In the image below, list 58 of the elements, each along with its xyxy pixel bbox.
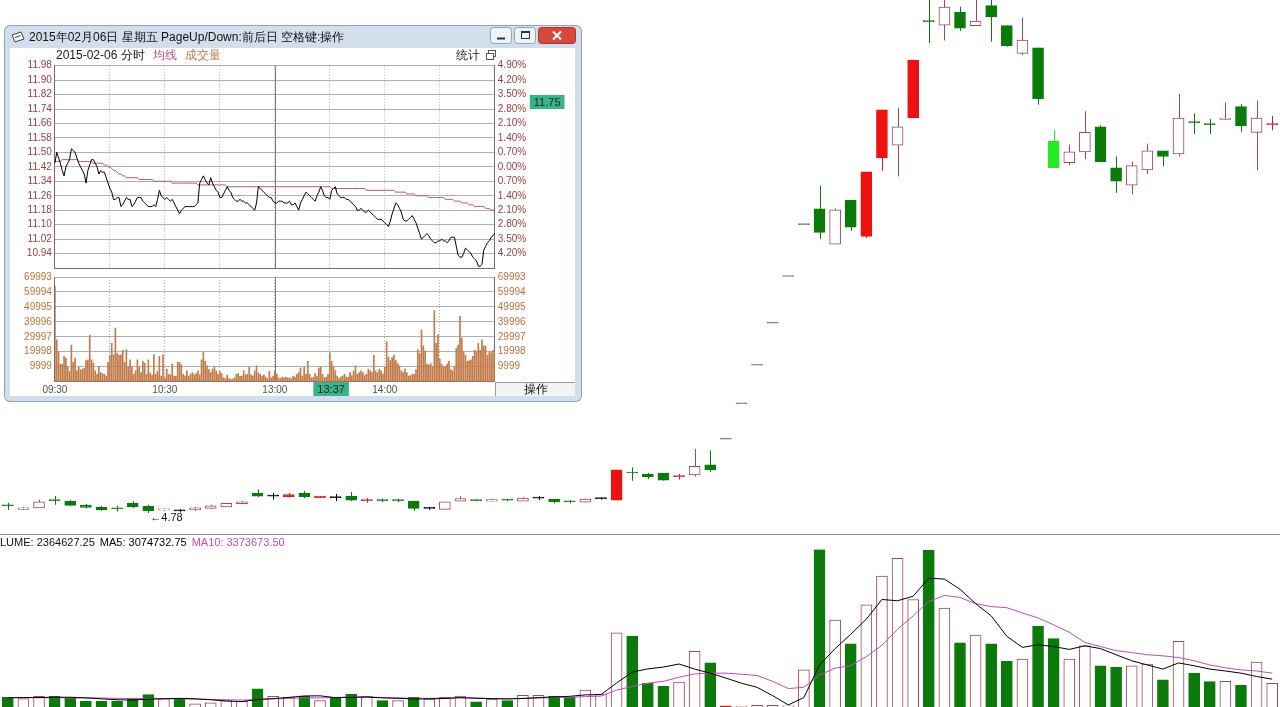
y2-tick-label: 1.40% xyxy=(497,131,527,143)
x-tick-label: 10:30 xyxy=(152,384,178,396)
y2-tick-label: 0.70% xyxy=(497,175,527,187)
y-tick-label: 11.34 xyxy=(27,175,53,187)
y-tick-label: 11.02 xyxy=(27,232,53,244)
y2-tick-label: 0.70% xyxy=(497,146,527,158)
text: MA10: 3373673.50 xyxy=(191,536,285,548)
y2-tick-label: 2.80% xyxy=(497,102,527,114)
text: MA5: 3074732.75 xyxy=(99,536,187,548)
y2-tick-label: 59994 xyxy=(497,285,527,297)
y2-tick-label: 1.40% xyxy=(497,189,527,201)
y2-tick-label: 3.50% xyxy=(497,232,527,244)
y-tick-label: 11.90 xyxy=(27,73,53,85)
y-tick-label: 11.74 xyxy=(27,102,53,114)
text: 均线 xyxy=(152,48,177,62)
y-tick-label: 59994 xyxy=(24,285,53,297)
y-tick-label: 29997 xyxy=(24,330,53,342)
y2-tick-label: 29997 xyxy=(497,330,527,342)
y2-tick-label: 2.80% xyxy=(497,218,527,230)
y2-tick-label: 39996 xyxy=(497,315,527,327)
y2-tick-label: 3.50% xyxy=(497,88,527,100)
y2-tick-label: 0.00% xyxy=(497,160,527,172)
y-tick-label: 49995 xyxy=(24,300,53,312)
y-tick-label: 69993 xyxy=(24,270,53,282)
annotation: 统计 xyxy=(456,48,480,62)
y2-tick-label: 4.20% xyxy=(497,247,527,259)
x-tick-label: 09:30 xyxy=(42,384,68,396)
y2-tick-label: 2.10% xyxy=(497,117,527,129)
y-tick-label: 11.58 xyxy=(27,131,53,143)
y-tick-label: 11.82 xyxy=(27,88,53,100)
y-tick-label: 11.98 xyxy=(27,59,53,71)
y2-tick-label: 4.90% xyxy=(497,59,527,71)
y-tick-label: 11.18 xyxy=(27,203,53,215)
y2-tick-label: 9999 xyxy=(497,360,521,372)
text: LUME: 2364627.25 xyxy=(0,536,95,548)
y-tick-label: 11.10 xyxy=(27,218,53,230)
y-tick-label: 11.26 xyxy=(27,189,53,201)
y-tick-label: 39996 xyxy=(24,315,53,327)
y-tick-label: 11.42 xyxy=(27,160,53,172)
annotation: 13:37 xyxy=(317,382,345,395)
chart-title: 2015年02月06日 星期五 PageUp/Down:前后日 空格键:操作 xyxy=(29,30,345,44)
y-tick-label: 9999 xyxy=(29,360,53,372)
text: 成交量 xyxy=(184,48,221,62)
x-tick-label: 14:00 xyxy=(372,384,398,396)
y2-tick-label: 19998 xyxy=(497,345,527,357)
y2-tick-label: 69993 xyxy=(497,270,527,282)
annotation: ←4.78 xyxy=(150,511,183,524)
annotation: 11.75 xyxy=(533,95,561,108)
y-tick-label: 11.50 xyxy=(27,146,53,158)
y-tick-label: 19998 xyxy=(24,345,53,357)
y-tick-label: 10.94 xyxy=(26,247,53,259)
button: 操作 xyxy=(495,382,575,396)
y2-tick-label: 2.10% xyxy=(497,203,527,215)
y-tick-label: 11.66 xyxy=(27,117,53,129)
y2-tick-label: 4.20% xyxy=(497,73,527,85)
y2-tick-label: 49995 xyxy=(497,300,527,312)
x-tick-label: 13:00 xyxy=(262,384,288,396)
chart-subtitle: 2015-02-06 分时 xyxy=(56,48,145,62)
